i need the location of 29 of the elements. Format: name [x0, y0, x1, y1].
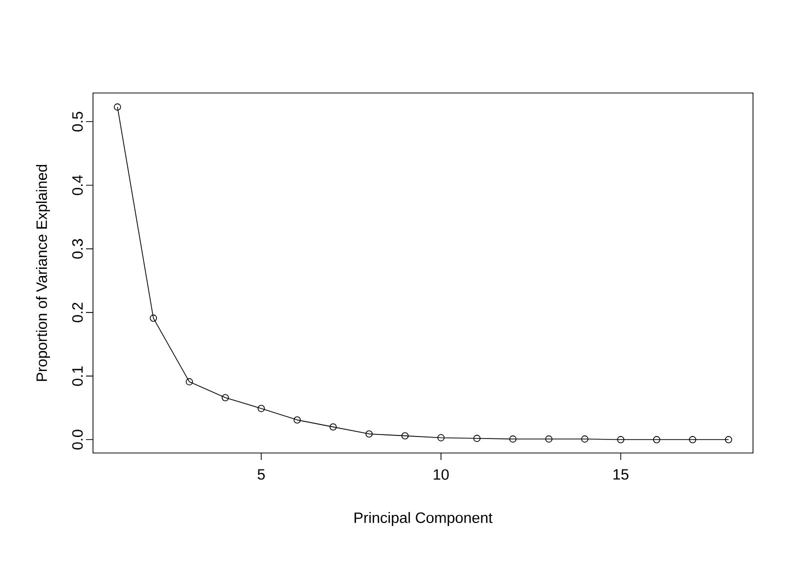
point	[114, 103, 122, 111]
x-tick-label: 5	[258, 469, 265, 480]
point	[330, 423, 337, 431]
y-tick-label: 0.1	[72, 366, 83, 386]
x-tick-label: 15	[614, 469, 628, 480]
y-tick-label: 0.4	[72, 175, 83, 196]
y-axis-title: Proportion of Variance Explained	[36, 164, 50, 381]
point	[401, 432, 409, 440]
y-tick-label: 0.5	[72, 112, 83, 132]
point	[545, 435, 552, 443]
y-tick-label: 0.3	[72, 239, 83, 259]
point	[617, 436, 624, 444]
point	[437, 434, 445, 442]
point	[689, 436, 696, 444]
point	[186, 378, 193, 386]
point	[258, 404, 265, 412]
point	[473, 434, 481, 442]
point	[222, 394, 229, 402]
x-axis-title: Principal Component	[354, 512, 492, 526]
y-tick-label: 0.2	[72, 302, 83, 322]
point	[365, 430, 373, 438]
point	[509, 435, 516, 443]
x-tick-label: 10	[434, 469, 449, 480]
point	[653, 436, 660, 444]
point	[581, 435, 588, 443]
y-tick-label: 0.0	[72, 430, 83, 450]
point	[150, 314, 157, 322]
point	[724, 436, 732, 444]
point	[294, 416, 301, 424]
